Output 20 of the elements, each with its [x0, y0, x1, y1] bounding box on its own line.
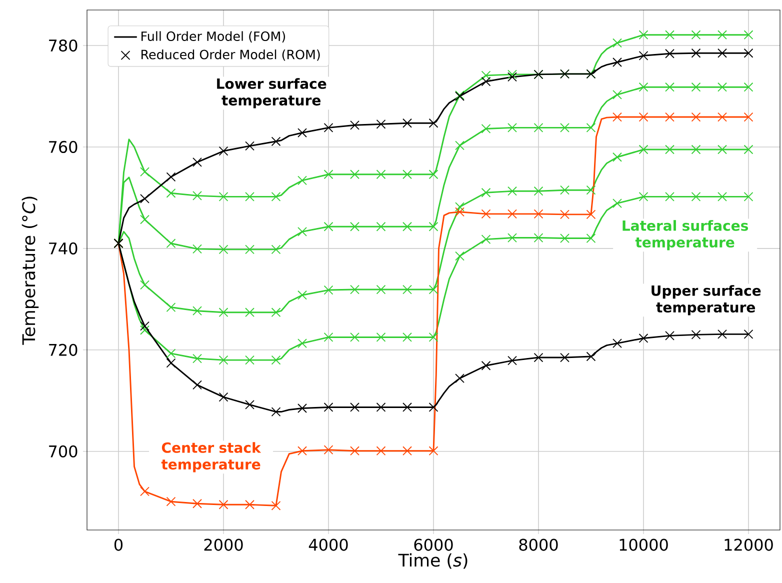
x-tick-label: 6000: [414, 538, 453, 551]
x-tick-label: 0: [114, 538, 123, 551]
y-tick-label: 760: [49, 140, 78, 154]
annotation: Upper surface temperature: [652, 285, 761, 316]
annotation: Lateral surfaces temperature: [622, 220, 748, 250]
y-tick-label: 720: [49, 344, 78, 356]
x-tick-label: 10000: [620, 538, 668, 551]
legend-label: Full Order Model (FOM): [142, 31, 286, 42]
x-axis-title: Time (s): [398, 553, 468, 569]
y-axis-title: Temperature (°C): [22, 196, 39, 345]
annotation: Lower surface temperature: [217, 78, 326, 108]
x-tick-label: 12000: [724, 538, 773, 551]
x-tick-label: 2000: [204, 538, 243, 551]
y-tick-label: 740: [49, 242, 78, 254]
x-tick-label: 4000: [308, 538, 348, 551]
annotation: Center stack temperature: [161, 442, 262, 472]
y-tick-label: 700: [49, 445, 78, 458]
x-tick-label: 8000: [519, 538, 558, 551]
y-tick-label: 780: [49, 39, 78, 52]
legend-label: Reduced Order Model (ROM): [142, 49, 320, 61]
